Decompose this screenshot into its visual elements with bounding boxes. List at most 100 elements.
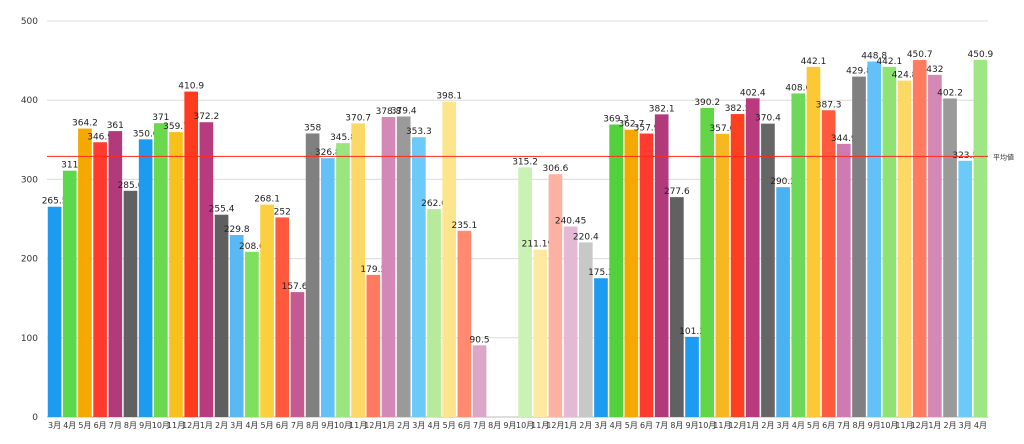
bar <box>624 129 639 418</box>
x-tick-label: 1月 <box>200 421 213 430</box>
x-tick-label: 7月 <box>837 421 850 430</box>
x-tick-label: 4月 <box>974 421 987 430</box>
bar <box>897 80 912 417</box>
y-tick-label: 200 <box>21 255 38 265</box>
bar <box>563 226 578 417</box>
bar <box>761 123 775 418</box>
bar <box>670 197 684 417</box>
bar-value-label: 252 <box>274 207 291 217</box>
x-tick-label: 6月 <box>640 421 653 430</box>
bar <box>457 230 472 417</box>
x-tick-label: 12月 <box>546 421 564 430</box>
x-tick-label: 6月 <box>822 421 835 430</box>
bar <box>184 91 199 417</box>
bar <box>320 158 335 418</box>
x-tick-label: 4月 <box>245 421 258 430</box>
x-tick-label: 4月 <box>63 421 76 430</box>
bar-value-label: 240.45 <box>555 217 587 227</box>
bar-value-label: 268.1 <box>254 195 280 205</box>
bar <box>108 131 123 417</box>
bar-value-label: 323.5 <box>952 151 978 161</box>
bar-value-label: 157.65 <box>282 282 314 292</box>
bar-value-label: 387.3 <box>816 100 842 110</box>
bar <box>882 66 897 417</box>
x-tick-label: 1月 <box>564 421 577 430</box>
x-tick-label: 1月 <box>928 421 941 430</box>
x-tick-label: 11月 <box>895 421 913 430</box>
bar <box>912 60 927 418</box>
bar-value-label: 408.6 <box>785 83 811 93</box>
bar-value-label: 326.8 <box>315 148 341 158</box>
bar-value-label: 362.7 <box>618 120 644 130</box>
bar <box>776 187 790 417</box>
x-tick-label: 6月 <box>458 421 471 430</box>
bar <box>609 124 623 417</box>
x-tick-label: 2月 <box>579 421 592 430</box>
x-tick-label: 7月 <box>473 421 486 430</box>
bar-value-label: 357.9 <box>634 124 660 134</box>
bar-value-label: 350.6 <box>133 129 159 139</box>
x-tick-label: 2月 <box>944 421 957 430</box>
x-tick-label: 12月 <box>182 421 200 430</box>
bar <box>745 98 760 418</box>
bar <box>852 76 866 418</box>
x-tick-label: 4月 <box>792 421 805 430</box>
bar-value-label: 358 <box>304 123 321 133</box>
x-tick-label: 8月 <box>124 421 137 430</box>
bar <box>305 133 320 418</box>
x-tick-label: 9月 <box>139 421 152 430</box>
bar-value-label: 382.1 <box>649 104 675 114</box>
x-tick-label: 9月 <box>868 421 881 430</box>
bar <box>578 242 593 417</box>
bar-value-label: 315.2 <box>512 157 538 167</box>
bar-value-label: 277.6 <box>664 187 690 197</box>
bar-value-label: 262.6 <box>421 199 447 209</box>
average-line-label: 平均値 <box>993 152 1014 161</box>
bar <box>275 217 290 417</box>
bar-value-label: 424.8 <box>892 71 918 81</box>
bar-value-label: 402.2 <box>937 88 963 98</box>
bar <box>138 139 153 417</box>
x-tick-label: 3月 <box>959 421 972 430</box>
bar <box>700 107 715 417</box>
bar-value-label: 370.4 <box>755 114 781 124</box>
y-tick-label: 0 <box>32 413 38 423</box>
x-tick-label: 5月 <box>261 421 274 430</box>
bar <box>290 292 305 417</box>
bar-value-label: 208.6 <box>239 242 265 252</box>
bar <box>93 142 107 418</box>
bar <box>806 66 821 417</box>
bar <box>928 74 942 417</box>
bar-value-label: 211.195 <box>522 240 559 250</box>
x-tick-label: 2月 <box>761 421 774 430</box>
x-tick-label: 12月 <box>728 421 746 430</box>
x-tick-label: 6月 <box>94 421 107 430</box>
bar <box>396 116 411 417</box>
x-tick-label: 5月 <box>625 421 638 430</box>
y-tick-label: 100 <box>21 334 38 344</box>
bar-value-label: 370.7 <box>345 113 371 123</box>
bar-value-label: 346.9 <box>87 132 113 142</box>
x-tick-label: 11月 <box>531 421 549 430</box>
x-tick-label: 3月 <box>230 421 243 430</box>
x-tick-label: 3月 <box>594 421 607 430</box>
x-tick-label: 11月 <box>349 421 367 430</box>
bar-value-label: 235.1 <box>451 221 477 231</box>
bar <box>427 209 441 417</box>
bar-value-label: 448.8 <box>861 52 887 62</box>
x-tick-label: 8月 <box>852 421 865 430</box>
bar <box>366 274 381 417</box>
x-tick-label: 1月 <box>382 421 395 430</box>
x-tick-label: 8月 <box>488 421 501 430</box>
y-tick-label: 500 <box>21 17 38 27</box>
bar-value-label: 390.2 <box>694 98 720 108</box>
x-tick-label: 3月 <box>777 421 790 430</box>
bar <box>548 174 563 417</box>
bar-value-label: 179.5 <box>360 265 386 275</box>
bar-value-label: 306.6 <box>543 164 569 174</box>
x-tick-label: 6月 <box>276 421 289 430</box>
x-tick-label: 9月 <box>503 421 516 430</box>
x-tick-label: 4月 <box>427 421 440 430</box>
